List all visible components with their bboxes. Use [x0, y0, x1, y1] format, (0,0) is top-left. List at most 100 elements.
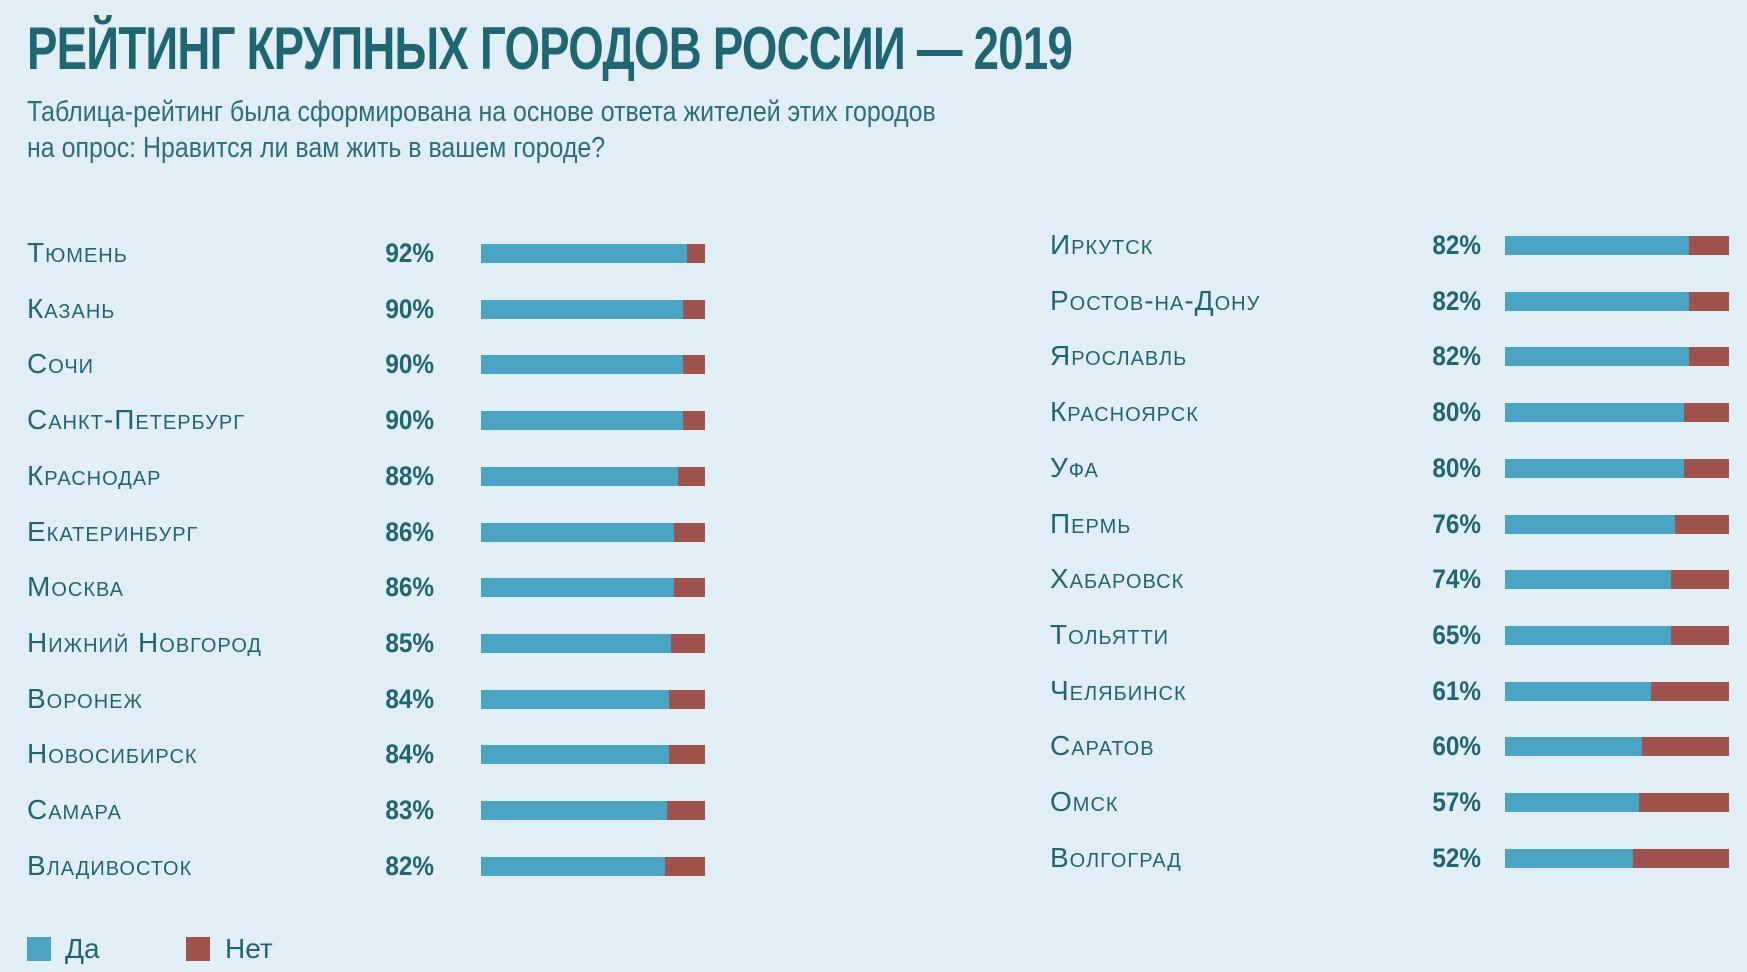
city-label: Уфа — [1050, 451, 1099, 483]
city-label: Воронеж — [27, 682, 143, 714]
percent-label: 82% — [1432, 230, 1481, 260]
chart-row: Воронеж 84% — [27, 679, 727, 719]
city-label: Краснодар — [27, 459, 162, 491]
city-label: Хабаровск — [1050, 563, 1185, 595]
subtitle-line-1: Таблица-рейтинг была сформирована на осн… — [27, 96, 936, 128]
bar-no — [481, 856, 705, 876]
bar-yes — [1505, 625, 1671, 645]
chart-row: Ростов-на-Дону 82% — [1050, 281, 1747, 321]
bar-no — [481, 466, 705, 486]
city-label: Ростов-на-Дону — [1050, 284, 1261, 316]
city-label: Волгоград — [1050, 841, 1182, 873]
city-label: Москва — [27, 571, 124, 603]
bar-no — [481, 689, 705, 709]
chart-row: Тюмень 92% — [27, 233, 727, 273]
bar-no — [481, 578, 705, 598]
bar-yes — [481, 522, 674, 542]
chart-row: Челябинск 61% — [1050, 671, 1747, 711]
city-label: Санкт-Петербург — [27, 404, 246, 436]
bar-no — [481, 244, 705, 263]
bar-no — [1505, 514, 1729, 534]
bar-yes — [1505, 681, 1651, 701]
percent-label: 85% — [385, 627, 434, 658]
bar-no — [1505, 681, 1729, 701]
chart-row: Красноярск 80% — [1050, 392, 1747, 432]
legend-no-label: Нет — [225, 933, 273, 964]
city-label: Ярославль — [1050, 340, 1188, 372]
percent-label: 90% — [385, 405, 434, 436]
bar-yes — [481, 244, 688, 263]
bar-yes — [481, 466, 679, 486]
bar-yes — [1505, 458, 1685, 478]
bar-no — [481, 633, 705, 653]
legend-yes-swatch — [27, 937, 51, 961]
bar-yes — [1505, 236, 1689, 255]
chart-row: Новосибирск 84% — [27, 734, 727, 774]
chart-row: Екатеринбург 86% — [27, 512, 727, 552]
percent-label: 86% — [385, 516, 434, 547]
bar-yes — [1505, 514, 1676, 534]
city-label: Владивосток — [27, 849, 193, 881]
chart-row: Уфа 80% — [1050, 448, 1747, 488]
city-label: Красноярск — [1050, 396, 1199, 428]
bar-yes — [481, 411, 683, 431]
city-label: Иркутск — [1050, 229, 1154, 260]
bar-yes — [481, 689, 670, 709]
percent-label: 82% — [1432, 341, 1481, 372]
city-label: Сочи — [27, 348, 95, 380]
bar-yes — [1505, 793, 1640, 812]
percent-label: 83% — [385, 795, 434, 825]
chart-row: Нижний Новгород 85% — [27, 623, 727, 663]
bar-yes — [481, 299, 683, 319]
bar-no — [1505, 570, 1729, 590]
percent-label: 57% — [1432, 787, 1481, 817]
bar-no — [1505, 291, 1729, 311]
bar-yes — [481, 745, 670, 765]
percent-label: 60% — [1432, 731, 1481, 762]
bar-no — [481, 522, 705, 542]
chart-row: Волгоград 52% — [1050, 838, 1747, 878]
bar-yes — [1505, 347, 1689, 367]
percent-label: 90% — [385, 349, 434, 380]
chart-row: Сочи 90% — [27, 344, 727, 384]
city-label: Самара — [27, 794, 122, 825]
bar-yes — [1505, 848, 1633, 868]
bar-no — [1505, 848, 1729, 868]
chart-row: Ярославль 82% — [1050, 336, 1747, 376]
bar-no — [481, 801, 705, 820]
chart-row: Иркутск 82% — [1050, 225, 1747, 265]
percent-label: 74% — [1432, 564, 1481, 595]
city-label: Челябинск — [1050, 674, 1187, 706]
city-label: Казань — [27, 292, 116, 324]
city-label: Екатеринбург — [27, 515, 199, 547]
city-label: Тольятти — [1050, 618, 1170, 650]
city-label: Тюмень — [27, 237, 128, 268]
percent-label: 88% — [385, 460, 434, 491]
bar-no — [1505, 236, 1729, 255]
bar-no — [481, 745, 705, 765]
bar-no — [481, 355, 705, 375]
percent-label: 90% — [385, 293, 434, 324]
bar-yes — [1505, 737, 1642, 757]
bar-no — [1505, 458, 1729, 478]
bar-yes — [1505, 291, 1689, 311]
chart-row: Санкт-Петербург 90% — [27, 400, 727, 440]
bar-yes — [1505, 403, 1685, 423]
percent-label: 82% — [385, 850, 434, 881]
percent-label: 52% — [1432, 842, 1481, 873]
chart-row: Пермь 76% — [1050, 504, 1747, 544]
chart-row: Казань 90% — [27, 289, 727, 329]
bar-yes — [481, 355, 683, 375]
chart-row: Владивосток 82% — [27, 846, 727, 886]
legend-yes-label: Да — [65, 933, 100, 964]
percent-label: 65% — [1432, 619, 1481, 650]
city-label: Пермь — [1050, 507, 1132, 539]
bar-yes — [481, 633, 672, 653]
bar-yes — [1505, 570, 1671, 590]
chart-row: Москва 86% — [27, 567, 727, 607]
bar-yes — [481, 856, 665, 876]
percent-label: 84% — [385, 683, 434, 714]
chart-row: Саратов 60% — [1050, 726, 1747, 766]
chart-row: Самара 83% — [27, 790, 727, 830]
percent-label: 92% — [385, 238, 434, 268]
